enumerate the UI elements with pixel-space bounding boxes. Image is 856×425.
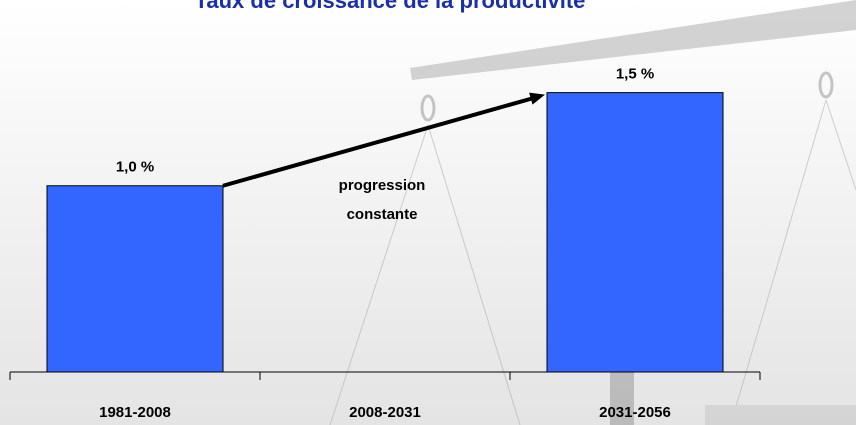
x-tick-label: 2031-2056 [599,404,671,421]
x-tick-label: 1981-2008 [99,404,171,421]
bar [46,185,224,373]
chart-title: Taux de croissance de la productivité [195,0,586,13]
value-label: 1,0 % [116,159,154,176]
annotation: progression [339,177,426,194]
arrow-head [529,92,545,105]
bar [546,92,724,373]
x-tick-label: 2008-2031 [349,404,421,421]
value-label: 1,5 % [616,66,654,83]
balance-decoration [329,0,856,425]
annotation: constante [347,206,418,223]
arrow-shaft [222,95,536,188]
